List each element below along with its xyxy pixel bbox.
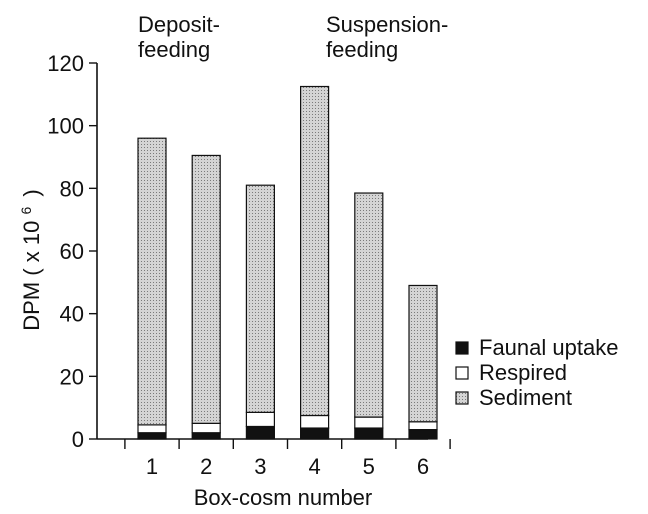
bar-segment-respired <box>408 421 438 431</box>
y-tick-label: 100 <box>47 114 84 139</box>
bar-stack-3 <box>245 184 275 440</box>
bar-segment-respired <box>300 414 330 429</box>
x-axis-label: Box-cosm number <box>194 485 373 510</box>
suspension-feeding-line2: feeding <box>326 37 399 62</box>
bar-segment-sediment <box>245 184 275 413</box>
deposit-feeding-line2: feeding <box>138 37 211 62</box>
y-axis-label-exponent: 6 <box>18 207 34 215</box>
bar-segment-sediment <box>408 284 438 423</box>
legend-label: Faunal uptake <box>479 335 618 360</box>
bar-segment-faunal-uptake <box>300 427 330 440</box>
suspension-feeding-line1: Suspension- <box>326 12 449 37</box>
legend-item-respired: Respired <box>455 360 567 385</box>
bar-segment-sediment <box>300 85 330 417</box>
bar-stack-4 <box>300 85 330 440</box>
y-axis-label-close: ) <box>19 189 44 196</box>
bar-segment-sediment <box>354 192 384 418</box>
x-tick-label: 3 <box>254 454 266 479</box>
bar-segment-faunal-uptake <box>137 432 167 440</box>
y-tick-label: 20 <box>60 364 84 389</box>
bar-segment-faunal-uptake <box>191 432 221 440</box>
legend-label: Respired <box>479 360 567 385</box>
bar-segment-faunal-uptake <box>245 425 275 440</box>
y-tick-label: 80 <box>60 176 84 201</box>
x-tick-label: 4 <box>308 454 320 479</box>
bar-stack-2 <box>191 154 221 440</box>
tick-labels: 0 20 40 60 80 100 120 1 2 3 4 5 6 <box>47 51 429 479</box>
suspension-feeding-annotation: Suspension- feeding <box>326 12 448 62</box>
x-tick-label: 6 <box>417 454 429 479</box>
bar-segment-respired <box>191 422 221 434</box>
legend-item-faunal-uptake: Faunal uptake <box>455 335 618 360</box>
bar-stack-5 <box>354 192 384 440</box>
legend-label: Sediment <box>479 385 572 410</box>
x-tick-label: 5 <box>363 454 375 479</box>
x-tick-label: 1 <box>146 454 158 479</box>
bars <box>137 85 438 440</box>
bar-segment-respired <box>354 416 384 429</box>
deposit-feeding-line1: Deposit- <box>138 12 220 37</box>
bar-segment-faunal-uptake <box>354 427 384 440</box>
legend-swatch <box>455 366 469 380</box>
legend-item-sediment: Sediment <box>455 385 572 410</box>
bar-stack-1 <box>137 137 167 440</box>
bar-segment-respired <box>137 424 167 434</box>
bar-segment-sediment <box>191 154 221 424</box>
bar-segment-faunal-uptake <box>408 429 438 440</box>
y-axis-label-main: DPM ( x 10 <box>19 221 44 331</box>
bar-segment-respired <box>245 411 275 428</box>
y-axis-label: DPM ( x 10 6 ) <box>11 189 44 330</box>
bar-segment-sediment <box>137 137 167 426</box>
y-tick-label: 60 <box>60 239 84 264</box>
y-tick-label: 0 <box>72 427 84 452</box>
legend-swatch <box>455 391 469 405</box>
legend-swatch <box>455 341 469 355</box>
x-tick-label: 2 <box>200 454 212 479</box>
deposit-feeding-annotation: Deposit- feeding <box>138 12 220 62</box>
bar-stack-6 <box>408 284 438 440</box>
y-tick-label: 120 <box>47 51 84 76</box>
y-tick-label: 40 <box>60 302 84 327</box>
